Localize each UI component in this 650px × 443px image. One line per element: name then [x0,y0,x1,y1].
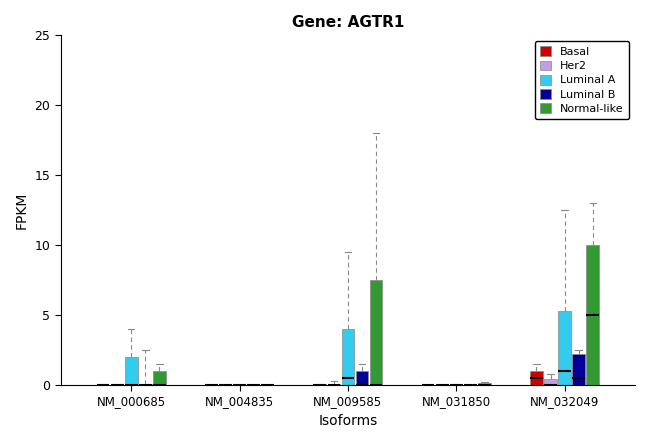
Legend: Basal, Her2, Luminal A, Luminal B, Normal-like: Basal, Her2, Luminal A, Luminal B, Norma… [535,41,629,119]
Y-axis label: FPKM: FPKM [15,191,29,229]
X-axis label: Isoforms: Isoforms [318,414,378,428]
PathPatch shape [356,371,369,385]
PathPatch shape [544,380,557,385]
PathPatch shape [478,383,491,385]
PathPatch shape [153,371,166,385]
Title: Gene: AGTR1: Gene: AGTR1 [292,15,404,30]
PathPatch shape [530,371,543,385]
PathPatch shape [328,384,340,385]
PathPatch shape [573,354,585,385]
PathPatch shape [370,280,382,385]
PathPatch shape [558,311,571,385]
PathPatch shape [342,329,354,385]
PathPatch shape [586,245,599,385]
PathPatch shape [125,357,138,385]
